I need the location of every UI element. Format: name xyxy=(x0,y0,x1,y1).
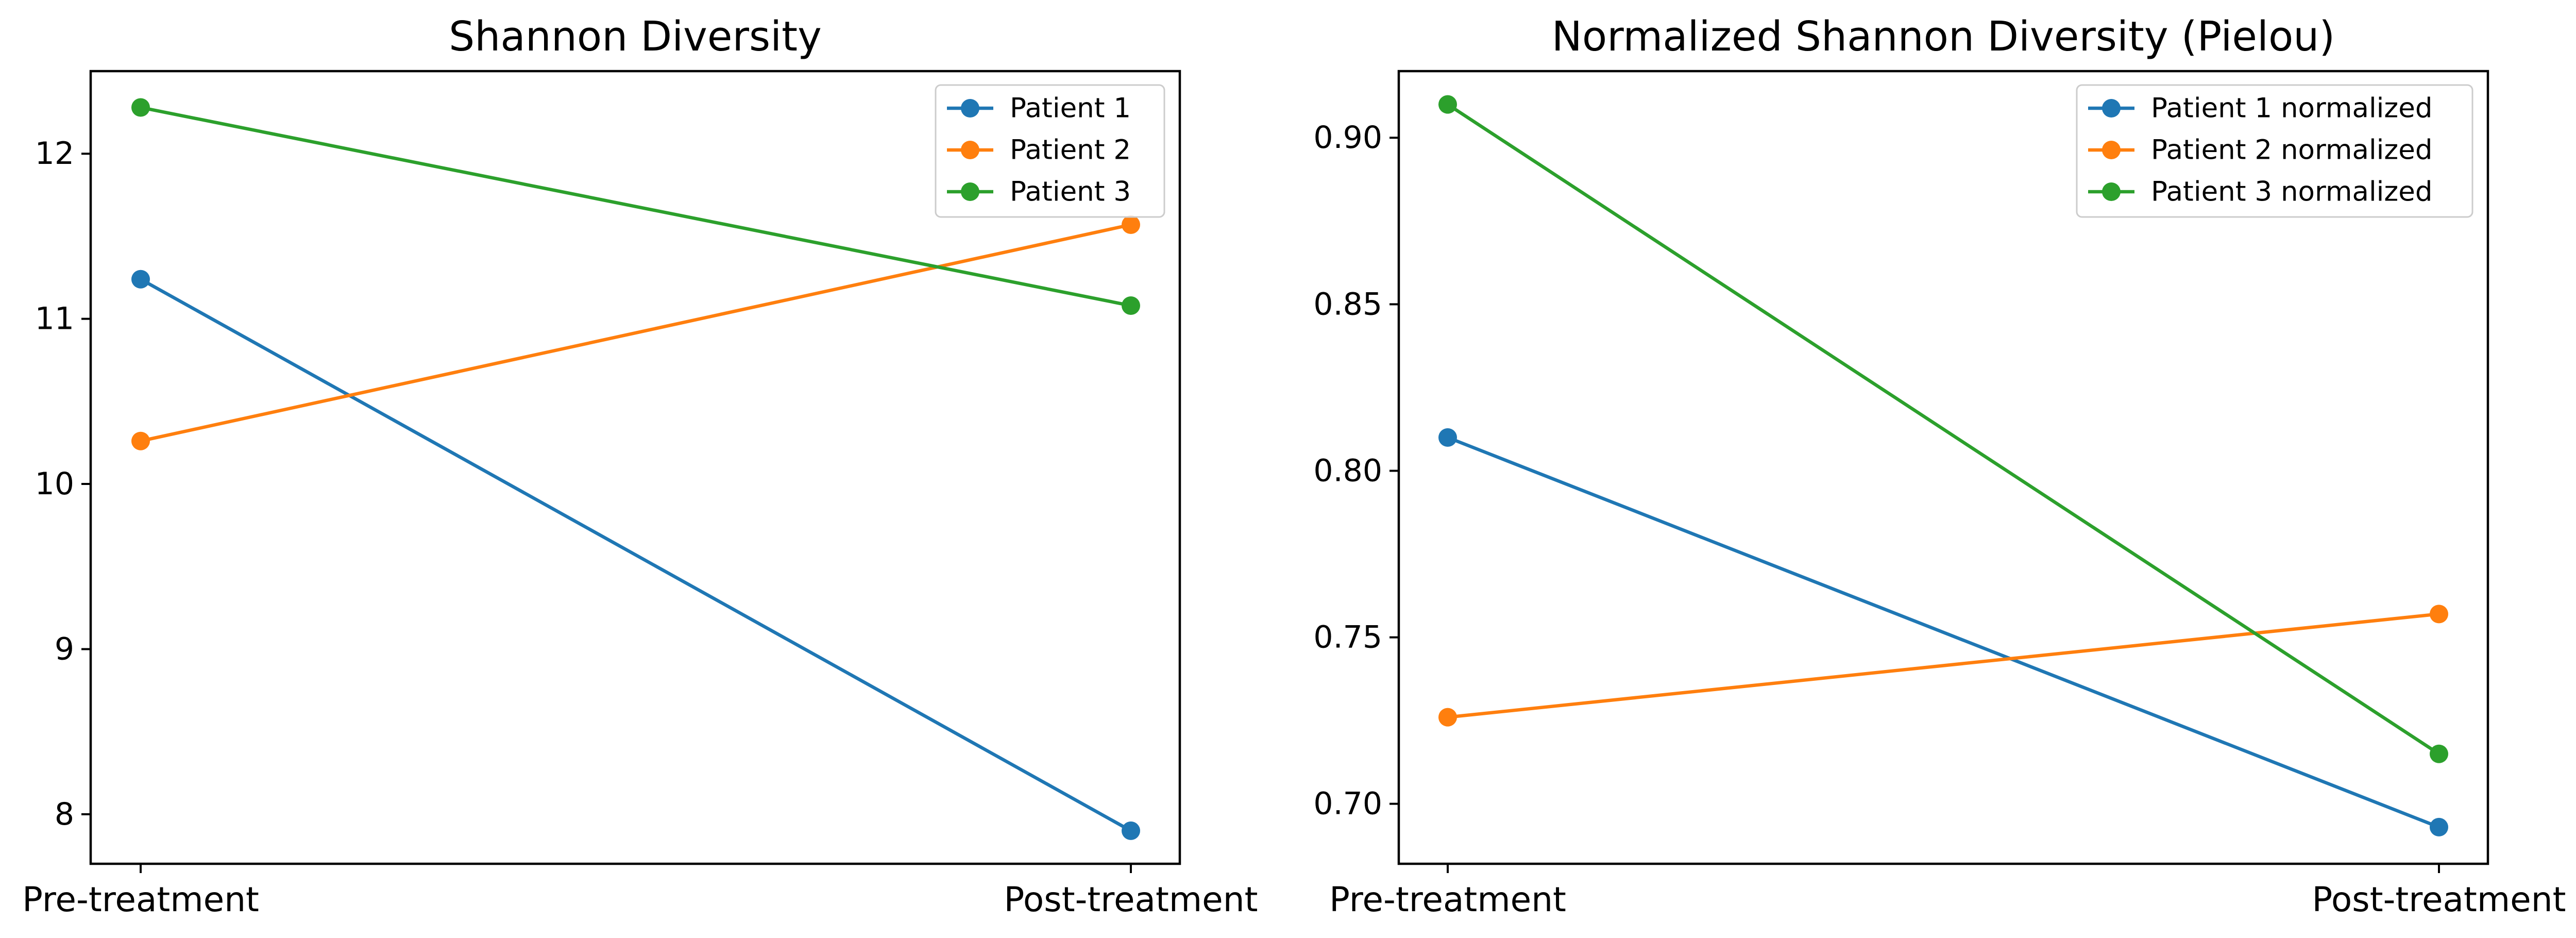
y-tick-label: 0.70 xyxy=(1313,786,1382,822)
data-point xyxy=(2430,744,2448,763)
legend-marker xyxy=(961,99,979,118)
axes-frame xyxy=(1397,70,2489,865)
y-tick-label: 0.85 xyxy=(1313,286,1382,322)
y-tick-label: 12 xyxy=(35,136,74,172)
series-line xyxy=(1445,102,2442,757)
axes-frame xyxy=(89,70,1181,865)
series-3 xyxy=(1438,95,2448,763)
chart-title: Normalized Shannon Diversity (Pielou) xyxy=(1552,13,2335,60)
series-line xyxy=(139,223,1133,443)
series-line xyxy=(1446,612,2441,719)
data-point xyxy=(1122,296,1140,315)
legend-label: Patient 3 xyxy=(1010,176,1131,208)
y-tick-label: 9 xyxy=(55,631,74,667)
legend-item: Patient 2 xyxy=(947,135,1131,166)
series-3 xyxy=(131,98,1140,315)
legend: Patient 1 normalized Patient 2 normalized… xyxy=(2076,84,2473,218)
legend-item: Patient 3 normalized xyxy=(2088,176,2432,208)
y-tick-label: 10 xyxy=(35,466,74,502)
data-point xyxy=(131,98,150,117)
x-tick-label: Pre-treatment xyxy=(1329,880,1566,919)
legend-marker xyxy=(2102,182,2121,201)
y-tick-label: 0.80 xyxy=(1313,453,1382,489)
legend-label: Patient 1 normalized xyxy=(2151,93,2432,124)
legend-marker xyxy=(961,141,979,159)
data-point xyxy=(1438,708,1457,727)
legend-marker xyxy=(2102,141,2121,159)
series-line xyxy=(138,277,1133,833)
data-point xyxy=(131,431,150,450)
legend-label: Patient 1 xyxy=(1010,93,1131,124)
legend-item: Patient 1 xyxy=(947,93,1131,124)
data-point xyxy=(1438,95,1457,114)
data-point xyxy=(2430,605,2448,624)
data-point xyxy=(2430,817,2448,836)
chart-panel-1: Shannon Diversity 8 9 10 11 12 Pre-treatment Po… xyxy=(22,13,1258,919)
y-tick-label: 0.90 xyxy=(1313,120,1382,156)
legend-item: Patient 3 xyxy=(947,176,1131,208)
series-line xyxy=(1445,435,2442,830)
series-line xyxy=(139,105,1133,308)
legend: Patient 1 Patient 2 Patient 3 xyxy=(935,84,1165,218)
legend-marker xyxy=(2102,99,2121,118)
legend-frame xyxy=(2076,84,2473,218)
legend-label: Patient 2 xyxy=(1010,135,1131,166)
y-tick-label: 8 xyxy=(55,796,74,832)
x-tick-label: Post-treatment xyxy=(1004,880,1258,919)
data-point xyxy=(1122,821,1140,840)
x-tick-label: Pre-treatment xyxy=(22,880,259,919)
x-tick-label: Post-treatment xyxy=(2312,880,2566,919)
data-point xyxy=(1122,215,1140,234)
data-point xyxy=(1438,428,1457,447)
series-1 xyxy=(1438,428,2448,836)
legend-marker xyxy=(961,182,979,201)
legend-frame xyxy=(935,84,1165,218)
y-tick-label: 0.75 xyxy=(1313,619,1382,656)
legend-item: Patient 2 normalized xyxy=(2088,135,2432,166)
y-tick-label: 11 xyxy=(35,301,74,337)
series-1 xyxy=(131,270,1140,840)
series-2 xyxy=(1438,605,2448,727)
data-point xyxy=(131,270,150,289)
chart-panel-2: Normalized Shannon Diversity (Pielou) 0.7… xyxy=(1313,13,2566,919)
series-2 xyxy=(131,215,1140,450)
chart-title: Shannon Diversity xyxy=(449,13,822,60)
legend-label: Patient 2 normalized xyxy=(2151,135,2432,166)
legend-label: Patient 3 normalized xyxy=(2151,176,2432,208)
legend-item: Patient 1 normalized xyxy=(2088,93,2432,124)
